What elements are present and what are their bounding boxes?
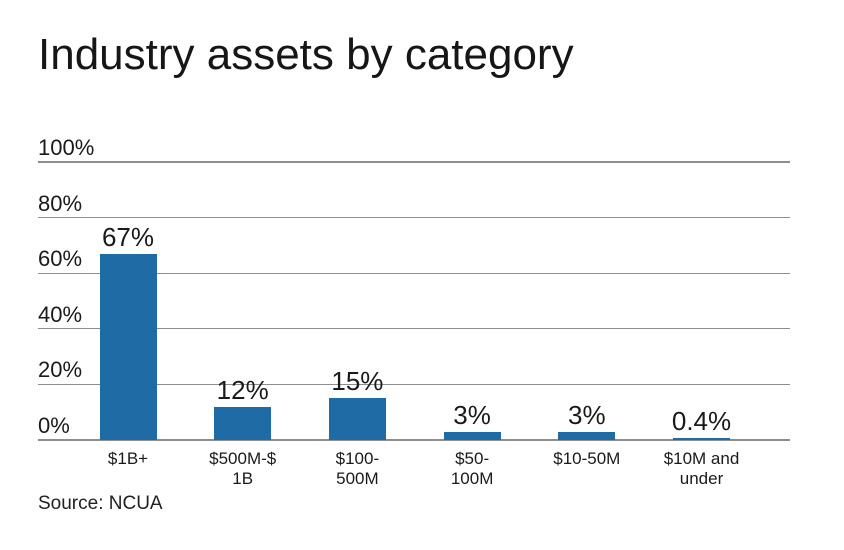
gridline (38, 272, 790, 274)
bar-category-label: $1B+ (63, 449, 193, 469)
y-tick-label: 0% (38, 413, 70, 438)
bar-category-label-line: $100- (335, 449, 380, 468)
bar-category-label: $500M-$ 1B (178, 449, 308, 489)
y-tick-label: 40% (38, 301, 83, 327)
bar-value-label: 15% (331, 366, 384, 396)
chart-title: Industry assets by category (38, 30, 574, 79)
bar-category-label-line: $10-50M (553, 449, 621, 468)
bar-value-label: 3% (568, 400, 606, 430)
bar (99, 254, 157, 440)
bar-category-label-line: 1B (232, 469, 254, 488)
gridline (38, 328, 790, 330)
y-tick-label: 20% (38, 357, 83, 383)
bar-category-label: $50- 100M (407, 449, 537, 489)
bar-category-label-line: under (679, 469, 724, 488)
gridline (38, 161, 790, 163)
y-tick-label: 100% (38, 135, 95, 160)
bar-category-label-line: $10M and (663, 449, 740, 468)
bar (558, 432, 616, 440)
bar-category-label-line: 500M (336, 469, 379, 488)
bar-category-label: $10M and under (637, 449, 767, 489)
bar-category-label-line: $1B+ (107, 449, 149, 468)
bar (673, 438, 730, 440)
bar (328, 398, 386, 440)
gridline (38, 439, 790, 441)
bar-value-label: 12% (216, 375, 269, 405)
gridline (38, 383, 790, 386)
source-note: Source: NCUA (38, 493, 163, 514)
bar-category-label-line: $500M-$ (209, 449, 277, 468)
bar-category-label: $100- 500M (292, 449, 422, 489)
bar-category-label: $10-50M (522, 449, 652, 469)
bar-category-label-line: $50- (455, 449, 490, 468)
bar-value-label: 3% (453, 400, 491, 430)
y-tick-label: 80% (38, 190, 83, 216)
bar (214, 407, 272, 440)
bar-value-label: 0.4% (671, 406, 732, 436)
bar-category-label-line: 100M (450, 469, 494, 488)
bar (443, 432, 501, 440)
bar-value-label: 67% (101, 222, 155, 252)
y-tick-label: 60% (38, 246, 83, 272)
gridline (38, 216, 790, 219)
